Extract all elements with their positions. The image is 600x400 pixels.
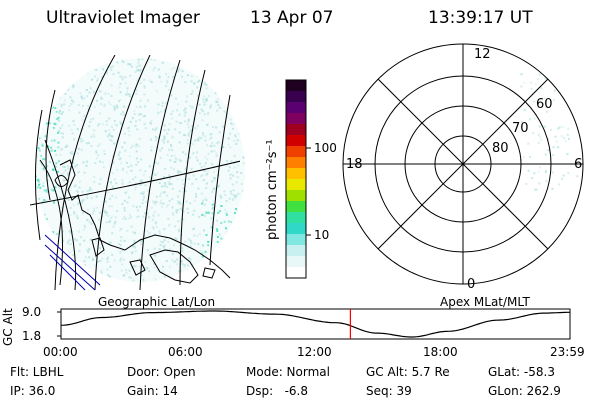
alt-xtick-1200: 12:00 bbox=[297, 345, 332, 359]
colorbar-cell bbox=[286, 245, 306, 257]
seq-info: Seq: 39 bbox=[366, 384, 412, 398]
mlt-label-18: 18 bbox=[346, 157, 363, 172]
colorbar-cell bbox=[286, 80, 306, 92]
colorbar-cell bbox=[286, 212, 306, 224]
glon-info: GLon: 262.9 bbox=[488, 384, 561, 398]
dsp-info: Dsp: -6.8 bbox=[246, 384, 309, 398]
colorbar-cell bbox=[286, 256, 306, 268]
colorbar-cell bbox=[286, 179, 306, 191]
colorbar-cell bbox=[286, 113, 306, 125]
colorbar-cell bbox=[286, 201, 306, 213]
colorbar bbox=[285, 79, 311, 279]
colorbar-cell bbox=[286, 157, 306, 169]
colorbar-cell bbox=[286, 102, 306, 114]
colorbar-tick-100: 100 bbox=[314, 141, 337, 155]
colorbar-cell bbox=[286, 267, 306, 279]
geographic-caption: Geographic Lat/Lon bbox=[98, 295, 216, 309]
door-info: Door: Open bbox=[127, 365, 196, 379]
mode-info: Mode: Normal bbox=[246, 365, 330, 379]
colorbar-cell bbox=[286, 168, 306, 180]
date-label: 13 Apr 07 bbox=[250, 8, 334, 28]
gain-info: Gain: 14 bbox=[127, 384, 178, 398]
altitude-plot bbox=[57, 308, 571, 340]
geographic-map bbox=[30, 55, 245, 291]
colorbar-tick-10: 10 bbox=[314, 228, 330, 242]
instrument-title: Ultraviolet Imager bbox=[46, 8, 200, 28]
colorbar-cell bbox=[286, 91, 306, 103]
alt-xtick-0000: 00:00 bbox=[43, 345, 78, 359]
alt-xtick-1800: 18:00 bbox=[423, 345, 458, 359]
alt-xtick-0600: 06:00 bbox=[168, 345, 203, 359]
continent-outlines bbox=[54, 159, 231, 284]
alt-ylabel: GC Alt bbox=[1, 308, 15, 346]
colorbar-cell bbox=[286, 234, 306, 246]
filter-info: Flt: LBHL bbox=[10, 365, 64, 379]
gc-alt-info: GC Alt: 5.7 Re bbox=[366, 365, 450, 379]
colorbar-cell bbox=[286, 135, 306, 147]
lat-lon-grid bbox=[30, 55, 240, 290]
alt-tick-high: 9.0 bbox=[22, 305, 42, 319]
mlt-label-0: 0 bbox=[467, 277, 476, 292]
glat-info: GLat: -58.3 bbox=[488, 365, 555, 379]
terminator-lines bbox=[44, 234, 101, 291]
polar-map bbox=[342, 43, 584, 285]
alt-xtick-2359: 23:59 bbox=[550, 345, 585, 359]
time-label: 13:39:17 UT bbox=[428, 8, 533, 28]
mlat-label-70: 70 bbox=[512, 121, 529, 136]
mlat-label-80: 80 bbox=[492, 141, 509, 156]
apex-caption: Apex MLat/MLT bbox=[440, 295, 530, 309]
ip-info: IP: 36.0 bbox=[10, 384, 56, 398]
colorbar-cell bbox=[286, 223, 306, 235]
mlat-label-60: 60 bbox=[536, 97, 553, 112]
alt-tick-low: 1.8 bbox=[22, 329, 42, 343]
colorbar-cell bbox=[286, 146, 306, 158]
colorbar-cell bbox=[286, 124, 306, 136]
mlt-label-12: 12 bbox=[474, 47, 491, 62]
colorbar-cell bbox=[286, 190, 306, 202]
colorbar-unit-label: photon cm⁻²s⁻¹ bbox=[265, 139, 280, 240]
mlt-label-6: 6 bbox=[574, 157, 583, 172]
